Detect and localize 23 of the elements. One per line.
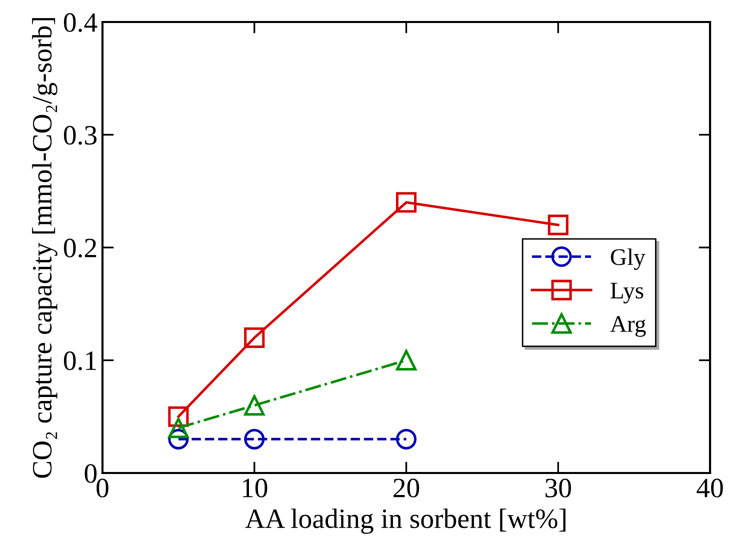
y-tick-label: 0	[84, 464, 97, 483]
x-tick-label: 10	[242, 478, 268, 498]
y-tick-label: 0.1	[64, 351, 96, 370]
x-tick-label: 20	[394, 478, 420, 498]
y-tick-label: 0.4	[64, 13, 98, 32]
x-tick-label: 0	[96, 478, 108, 498]
point	[396, 428, 417, 450]
point	[244, 395, 265, 416]
x-tick-label: 30	[546, 478, 571, 498]
x-tick-label: 40	[696, 478, 723, 498]
point	[396, 350, 417, 371]
y-tick-label: 0.3	[64, 126, 97, 145]
point	[396, 192, 417, 213]
legend-label: Arg	[610, 316, 646, 337]
legend-label: Gly	[610, 248, 646, 270]
x-axis-title: AA loading in sorbent [wt%]	[245, 508, 566, 534]
point	[168, 418, 189, 438]
y-tick-label: 0.2	[64, 238, 96, 258]
y-axis-title: CO₂ capture capacity [mmol-CO₂/g-sorb]	[32, 18, 58, 478]
point	[244, 428, 265, 450]
point	[244, 327, 265, 348]
legend-label: Lys	[610, 282, 644, 304]
point	[548, 214, 568, 236]
